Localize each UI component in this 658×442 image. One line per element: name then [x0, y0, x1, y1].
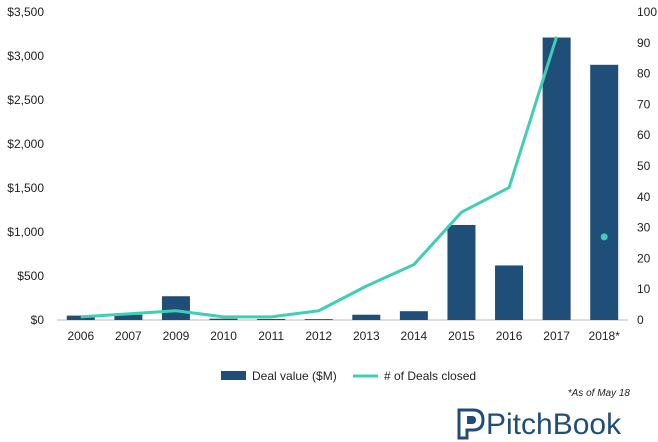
bar	[114, 314, 143, 320]
bar	[66, 315, 95, 320]
legend: Deal value ($M) # of Deals closed	[221, 369, 476, 383]
x-tick-label: 2018*	[589, 329, 621, 343]
y-right-tick-label: 70	[637, 97, 651, 111]
brand-name: PitchBook	[486, 408, 622, 441]
x-tick-label: 2017	[543, 329, 570, 343]
y-right-tick-label: 50	[637, 159, 651, 173]
bar	[257, 318, 286, 320]
bar	[495, 265, 524, 320]
x-tick-label: 2007	[115, 329, 142, 343]
x-tick-label: 2010	[210, 329, 237, 343]
x-tick-label: 2006	[67, 329, 94, 343]
x-tick-label: 2016	[496, 329, 523, 343]
y-left-tick-label: $1,500	[7, 181, 44, 195]
pitchbook-logo-icon	[457, 408, 485, 440]
x-tick-label: 2009	[163, 329, 190, 343]
line-series	[80, 36, 608, 319]
bar-series	[66, 37, 619, 321]
y-left-tick-label: $3,500	[7, 5, 44, 19]
y-right-tick-label: 10	[637, 282, 651, 296]
y-left-tick-label: $500	[17, 269, 44, 283]
y-right-tick-label: 80	[637, 67, 651, 81]
x-tick-label: 2012	[305, 329, 332, 343]
bar	[209, 318, 238, 320]
y-right-tick-label: 100	[637, 5, 657, 19]
y-right-tick-label: 90	[637, 36, 651, 50]
legend-label-deals-closed: # of Deals closed	[384, 369, 476, 383]
y-left-tick-label: $1,000	[7, 225, 44, 239]
x-axis: 2006 2007 2009 2010 2011 2012 2013 2014 2015 2016…	[67, 329, 620, 343]
bar	[542, 37, 571, 321]
pitchbook-logo: PitchBook	[457, 408, 622, 441]
line-point	[600, 233, 608, 241]
footnote: *As of May 18	[568, 388, 631, 399]
x-tick-label: 2014	[401, 329, 428, 343]
x-tick-label: 2011	[258, 329, 284, 343]
y-left-tick-label: $2,500	[7, 93, 44, 107]
y-left-tick-label: $3,000	[7, 49, 44, 63]
y-right-tick-label: 30	[637, 221, 651, 235]
y-left-axis: $0 $500 $1,000 $1,500 $2,000 $2,500 $3,000 $3,5…	[7, 5, 44, 327]
y-right-tick-label: 0	[637, 313, 644, 327]
legend-label-deal-value: Deal value ($M)	[252, 369, 337, 383]
y-right-tick-label: 60	[637, 128, 651, 142]
legend-swatch-deal-value	[221, 371, 246, 380]
x-tick-label: 2015	[448, 329, 475, 343]
bar	[304, 319, 333, 320]
bar	[352, 314, 381, 320]
y-left-tick-label: $2,000	[7, 137, 44, 151]
line-deals-closed	[80, 36, 559, 319]
y-right-axis: 0 10 20 30 40 50 60 70 80 90 100	[637, 5, 657, 327]
bar	[590, 64, 619, 320]
bar	[399, 311, 428, 320]
x-tick-label: 2013	[353, 329, 380, 343]
y-right-tick-label: 20	[637, 251, 651, 265]
bar	[161, 296, 190, 320]
bar	[447, 224, 476, 320]
y-right-tick-label: 40	[637, 190, 651, 204]
y-left-tick-label: $0	[31, 313, 45, 327]
